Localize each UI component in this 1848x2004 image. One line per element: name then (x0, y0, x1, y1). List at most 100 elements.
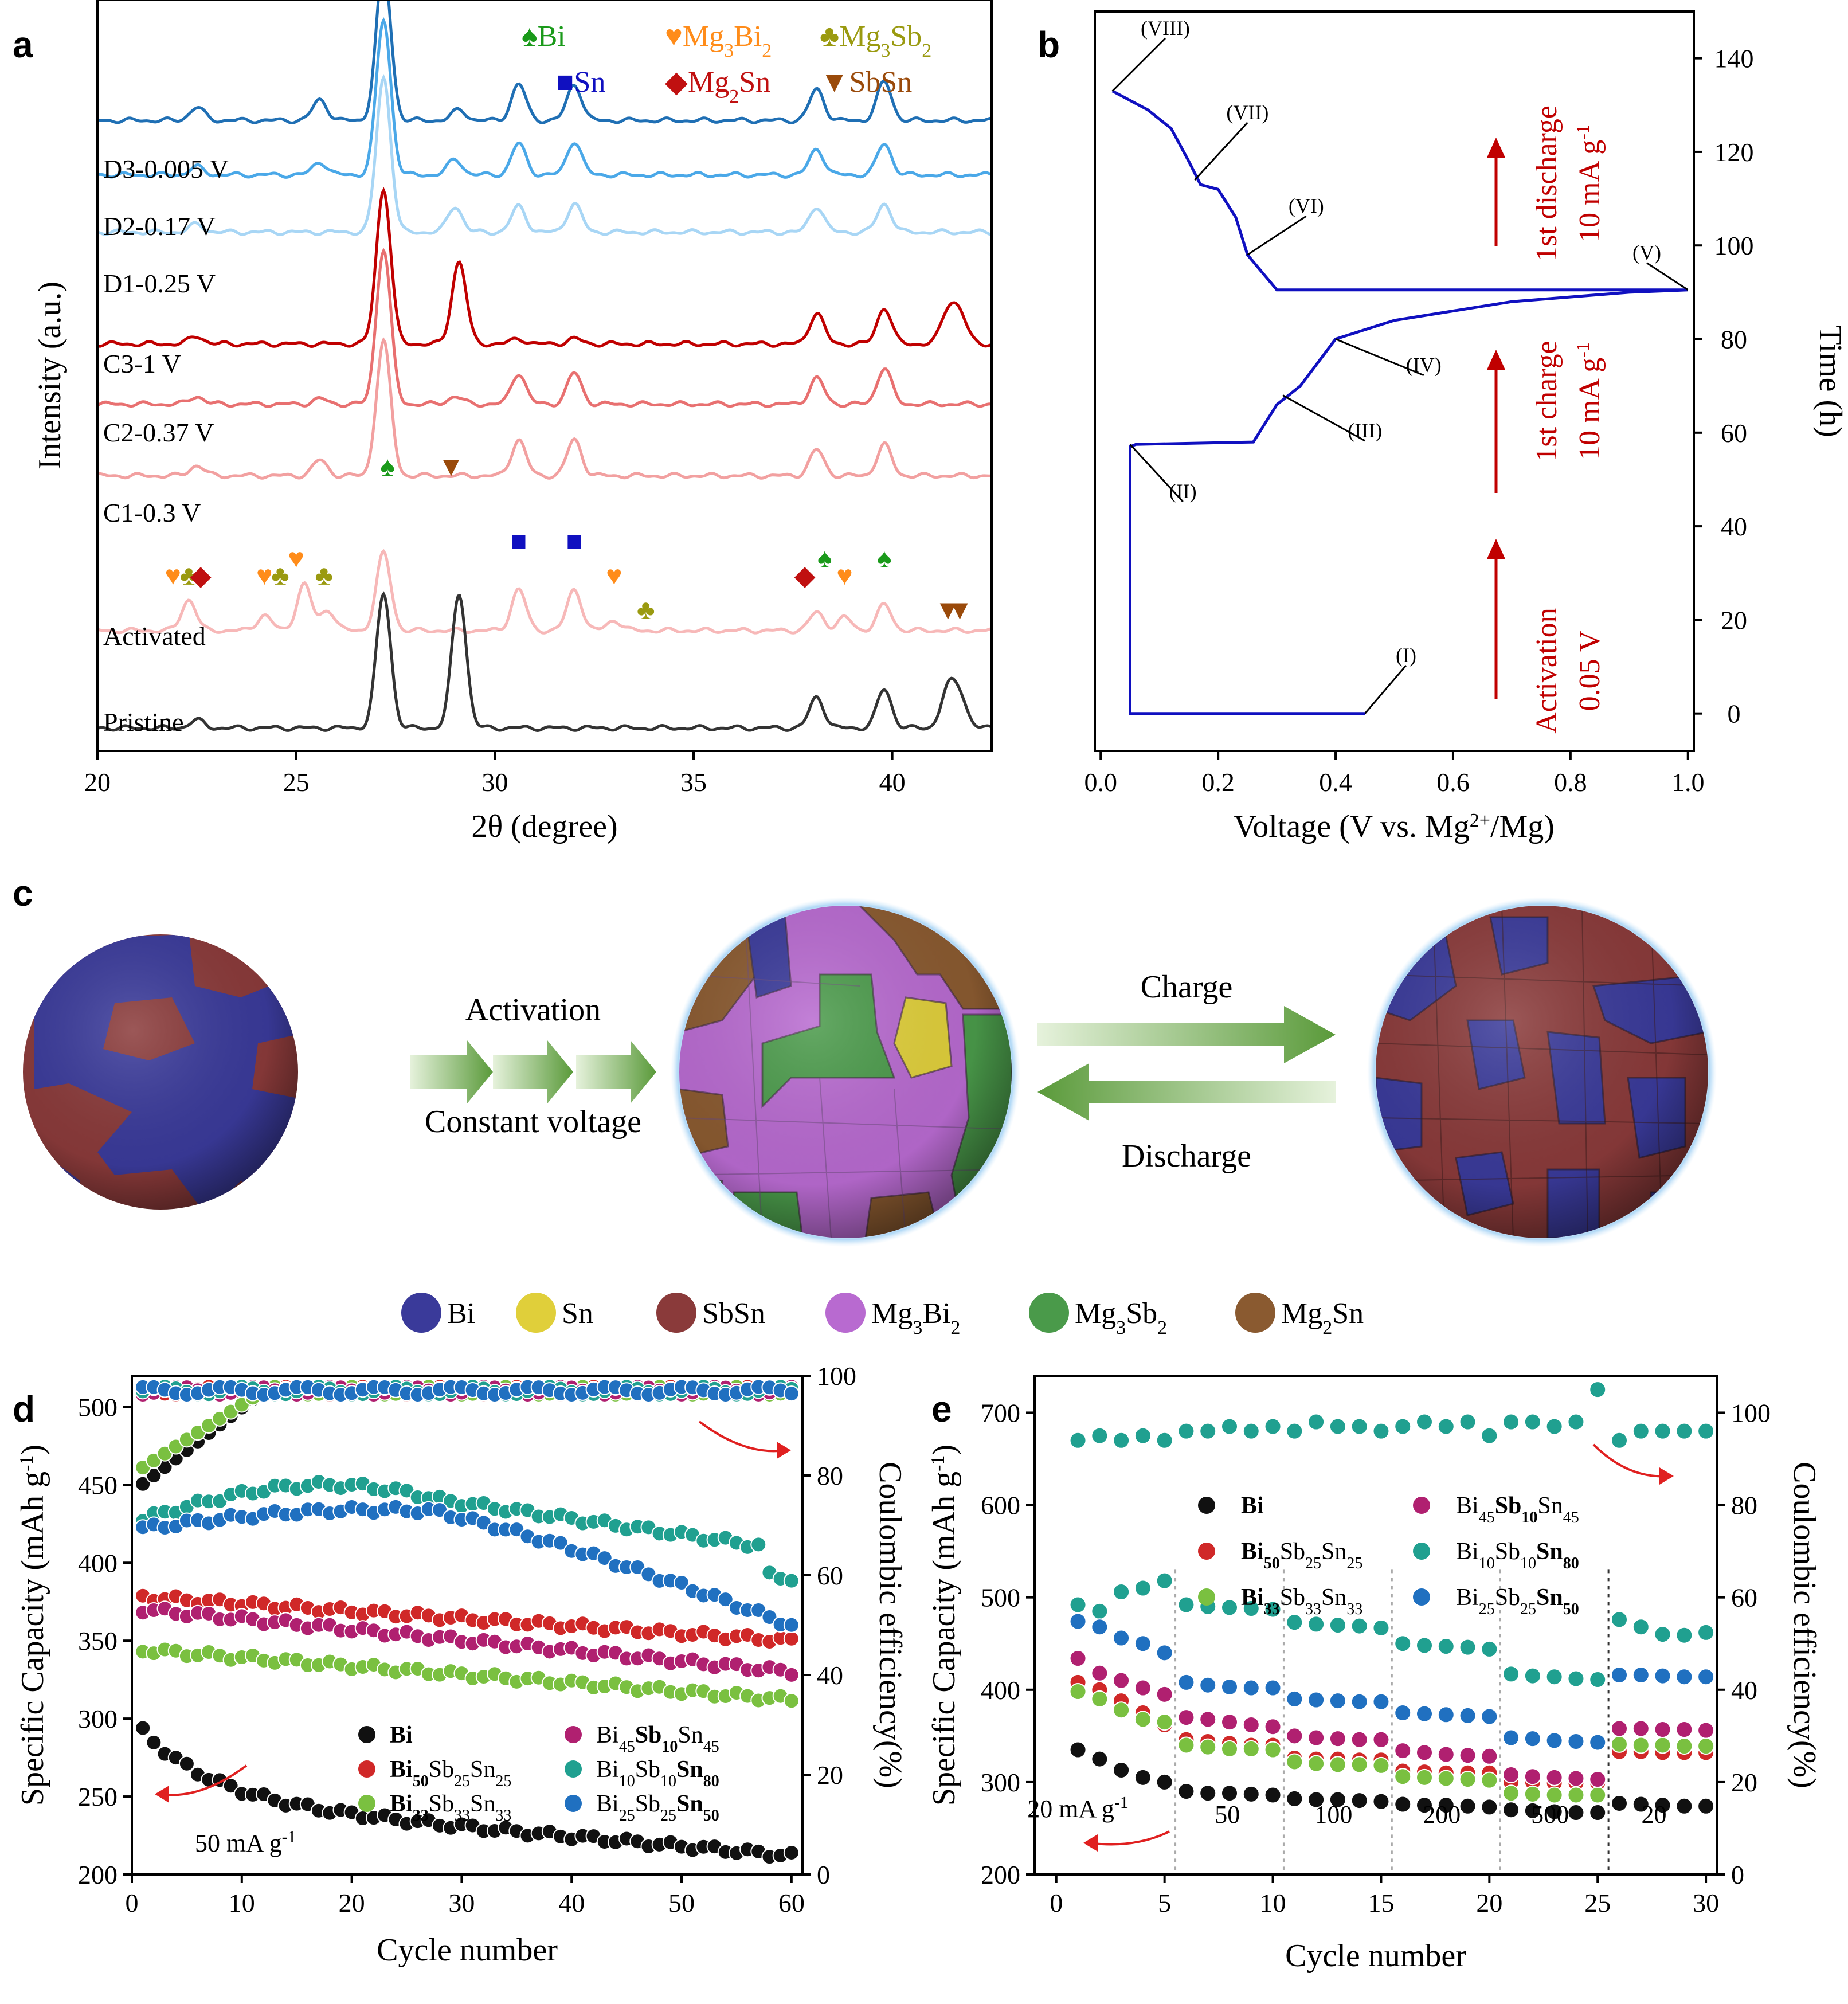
cycling-legend-label-4: Bi10Sb10Sn80 (596, 1756, 719, 1790)
panel-label-c: c (13, 872, 33, 914)
cap-point-0-60 (783, 1844, 800, 1861)
cycling-legend-label-5: Bi25Sb25Sn50 (596, 1791, 719, 1825)
voltage-axes-frame (1094, 10, 1695, 752)
cycling-y-tick-3: 350 (78, 1626, 118, 1655)
rate-cap-point-4-27 (1632, 1618, 1650, 1636)
rate-ce-point-24 (1567, 1413, 1585, 1431)
rate-cap-point-2-10 (1264, 1741, 1282, 1759)
rate-ce-point-8 (1221, 1418, 1238, 1435)
xrd-x-tick-1: 25 (283, 768, 310, 797)
cap-point-0-5 (178, 1755, 195, 1772)
rate-ce-point-4 (1134, 1427, 1152, 1445)
cycling-y-axis-label: Specific Capacity (mAh g-1) (15, 1445, 50, 1806)
rate-y-axis-label: Specific Capacity (mAh g-1) (926, 1445, 962, 1806)
cycling-legend-dot-4 (565, 1760, 582, 1778)
xrd-series-3 (97, 187, 992, 349)
rate-cap-point-5-30 (1697, 1668, 1715, 1686)
rate-cap-point-5-2 (1091, 1618, 1109, 1636)
cycling-legend-label-2: Bi33Sb33Sn33 (390, 1791, 511, 1825)
rate-y-tick-1: 300 (981, 1768, 1020, 1797)
xrd-x-tick-0: 20 (84, 768, 111, 797)
rate-cap-point-3-24 (1567, 1770, 1585, 1787)
voltage-annotation-7: (VIII) (1141, 17, 1190, 40)
cycling-chart: 0 10 20 30 40 50 60 200 250 300 350 400 450 500 0 20 40 6… (15, 1361, 908, 1968)
constant-voltage-label: Constant voltage (425, 1104, 641, 1140)
rate-cap-point-3-17 (1416, 1744, 1433, 1762)
rate-cap-point-5-13 (1329, 1692, 1346, 1710)
cycling-y-tick-0: 200 (78, 1860, 118, 1889)
xrd-series-label-6: Activated (103, 621, 206, 651)
rate-ce-point-9 (1242, 1422, 1260, 1440)
cap-point-5-50 (674, 1574, 690, 1591)
activated-sphere (671, 897, 1020, 1247)
rate-y2-tick-5: 100 (1731, 1398, 1771, 1427)
cycling-y-tick-1: 250 (78, 1782, 118, 1811)
rate-cap-point-5-1 (1069, 1612, 1087, 1630)
rate-cap-point-4-5 (1156, 1572, 1173, 1590)
xrd-marker-0: ♥ (165, 561, 181, 591)
rate-ce-point-16 (1394, 1418, 1412, 1435)
rate-cap-point-4-12 (1307, 1615, 1325, 1633)
rate-legend-label-5: Bi25Sb25Sn50 (1456, 1584, 1579, 1618)
rate-legend-dot-0 (1198, 1497, 1215, 1514)
rate-cap-point-3-9 (1242, 1716, 1260, 1733)
rate-cap-point-0-5 (1156, 1773, 1173, 1791)
rate-cap-point-0-4 (1134, 1768, 1152, 1786)
rate-legend-label-4: Bi10Sb10Sn80 (1456, 1539, 1579, 1572)
rate-cap-point-2-14 (1350, 1756, 1368, 1774)
voltage-annotation-5: (VI) (1289, 194, 1324, 217)
rate-cap-point-3-4 (1134, 1679, 1152, 1697)
rate-cap-point-3-11 (1286, 1727, 1303, 1745)
rate-cap-point-5-20 (1481, 1708, 1498, 1725)
xrd-series-label-5: C1-0.3 V (103, 498, 201, 527)
rate-y2-tick-1: 20 (1731, 1768, 1757, 1797)
rate-y2-tick-3: 60 (1731, 1583, 1757, 1612)
rate-cap-point-0-17 (1416, 1796, 1433, 1814)
cap-point-0-9 (222, 1778, 239, 1794)
rate-cap-point-5-8 (1221, 1678, 1238, 1696)
rate-cap-point-0-21 (1502, 1801, 1520, 1819)
cycling-x-tick-2: 20 (339, 1888, 365, 1917)
rate-cap-point-5-12 (1307, 1691, 1325, 1709)
rate-x-tick-5: 25 (1584, 1888, 1611, 1917)
rate-cap-point-4-23 (1545, 1668, 1563, 1686)
xrd-marker-17: ▼ (934, 595, 962, 625)
cycling-x-tick-1: 10 (229, 1888, 255, 1917)
xrd-x-axis-label: 2θ (degree) (471, 809, 617, 844)
rate-cap-point-4-29 (1675, 1626, 1693, 1644)
rate-cap-point-5-4 (1134, 1635, 1152, 1653)
rate-ce-point-21 (1502, 1413, 1520, 1431)
voltage-x-axis-label: Voltage (V vs. Mg2+/Mg) (1234, 809, 1555, 844)
rate-ce-point-27 (1632, 1422, 1650, 1440)
rate-cap-point-0-27 (1632, 1795, 1650, 1813)
voltage-y-tick-7: 140 (1714, 44, 1754, 73)
rate-cap-point-4-28 (1654, 1626, 1671, 1643)
xrd-legend-2: ♣Mg3Sb2 (820, 20, 931, 61)
legend-swatch-1 (516, 1293, 556, 1333)
rate-cap-point-4-26 (1611, 1611, 1628, 1629)
xrd-series-label-3: C3-1 V (103, 349, 181, 378)
xrd-series-2 (97, 74, 992, 236)
cycling-legend-label-1: Bi50Sb25Sn25 (390, 1756, 511, 1790)
rate-legend-dot-5 (1413, 1588, 1430, 1606)
xrd-marker-6: ♣ (315, 561, 333, 591)
rate-cap-point-3-10 (1264, 1718, 1282, 1736)
rate-x-tick-4: 20 (1476, 1888, 1502, 1917)
rate-cap-point-0-2 (1091, 1750, 1109, 1768)
rate-cap-point-0-11 (1286, 1790, 1303, 1807)
cycling-legend-dot-5 (565, 1795, 582, 1812)
rate-cap-point-0-16 (1394, 1795, 1412, 1813)
cap-point-5-60 (783, 1616, 800, 1633)
rate-ce-point-1 (1069, 1431, 1087, 1449)
legend-label-3: Mg3Bi2 (871, 1297, 960, 1338)
rate-y-tick-5: 700 (981, 1398, 1020, 1427)
rate-cap-point-2-26 (1611, 1735, 1628, 1753)
cap-point-5-39 (553, 1535, 569, 1551)
rate-legend-label-3: Bi45Sb10Sn45 (1456, 1493, 1579, 1527)
rate-cap-point-2-16 (1394, 1768, 1412, 1786)
cycling-legend-dot-0 (358, 1726, 375, 1743)
rate-cap-point-0-19 (1459, 1797, 1477, 1815)
xrd-x-tick-3: 35 (680, 768, 707, 797)
rate-cap-point-2-21 (1502, 1784, 1520, 1802)
ce-point-0-1 (135, 1475, 151, 1492)
